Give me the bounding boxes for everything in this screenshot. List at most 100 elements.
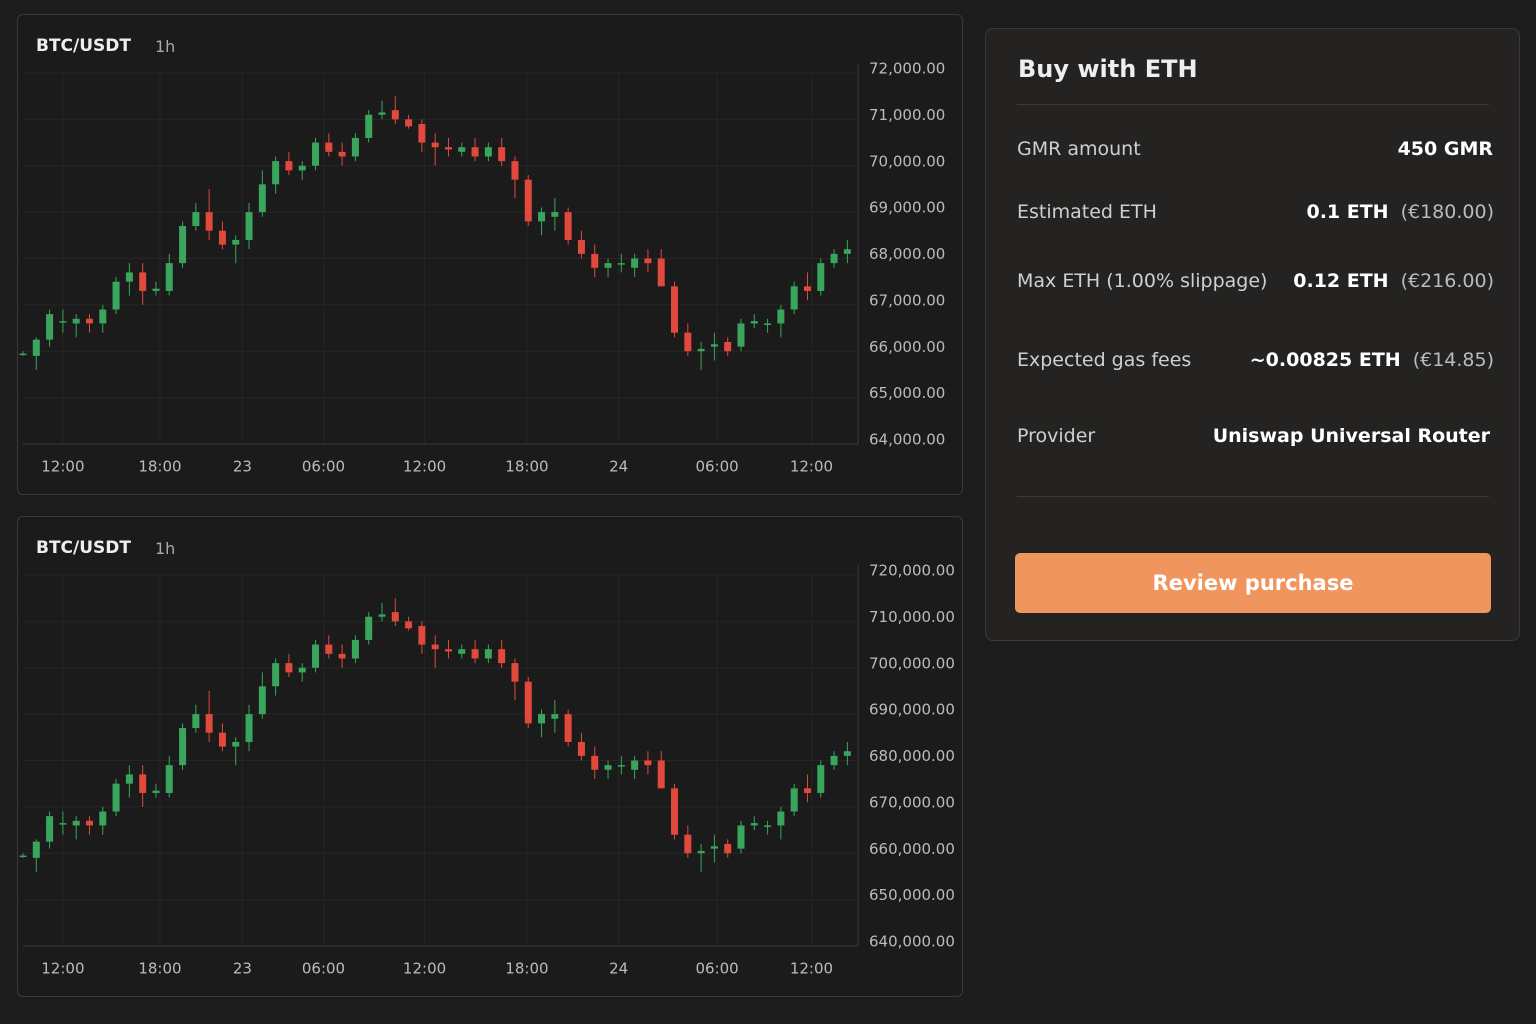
candle-body — [338, 653, 346, 659]
candle-body — [577, 741, 585, 756]
candle-body — [511, 161, 519, 180]
candle-body — [524, 681, 532, 724]
candle-body — [777, 309, 785, 324]
candle-body — [365, 616, 373, 640]
candle-body — [112, 281, 120, 310]
x-tick-label: 18:00 — [505, 458, 548, 476]
candle-body — [631, 258, 639, 268]
row-label: GMR amount — [1017, 138, 1141, 160]
x-tick-label: 12:00 — [790, 960, 833, 978]
row-fiat: (€180.00) — [1400, 201, 1494, 223]
y-tick-label: 660,000.00 — [869, 840, 955, 858]
chart: 640,000.00 650,000.00 660,000.00 670,000.00… — [19, 562, 955, 978]
row-fiat: (€216.00) — [1400, 270, 1494, 292]
candle-body — [551, 212, 559, 217]
row-value: Uniswap Universal Router — [1212, 425, 1490, 447]
x-tick-label: 12:00 — [41, 960, 84, 978]
candle-body — [351, 137, 359, 157]
candle-body — [85, 820, 93, 826]
candle-body — [724, 341, 732, 352]
x-tick-label: 06:00 — [302, 960, 345, 978]
candle-body — [577, 239, 585, 254]
y-tick-label: 720,000.00 — [869, 562, 955, 580]
row-value: 0.1 ETH — [1306, 201, 1389, 223]
candle-body — [258, 184, 266, 213]
candle-body — [99, 309, 107, 324]
candle-body — [803, 788, 811, 793]
candle-body — [484, 147, 492, 157]
candle-body — [152, 790, 160, 793]
candle-body — [325, 142, 333, 152]
candle-body — [298, 165, 306, 171]
x-tick-label: 12:00 — [41, 458, 84, 476]
candle-body — [232, 239, 240, 245]
row-value: 450 GMR — [1397, 138, 1493, 160]
chart-panel: 64,000.00 65,000.00 66,000.00 67,000.00 68,0… — [17, 14, 963, 495]
candle-body — [125, 774, 133, 784]
chart-interval[interactable]: 1h — [155, 37, 176, 56]
candle-body — [165, 263, 173, 291]
row-label: Max ETH (1.00% slippage) — [1017, 270, 1268, 292]
candle-body — [444, 147, 452, 150]
candle-body — [631, 760, 639, 770]
chart-interval[interactable]: 1h — [155, 539, 176, 558]
candle-body — [218, 230, 226, 245]
candle-body — [511, 663, 519, 682]
review-button[interactable]: Review purchase — [1015, 553, 1491, 613]
y-tick-label: 690,000.00 — [869, 701, 955, 719]
candle-body — [644, 760, 652, 766]
candle-body — [657, 258, 665, 287]
chart-panel: 640,000.00 650,000.00 660,000.00 670,000.00… — [17, 516, 963, 997]
candle-body — [298, 667, 306, 673]
candle-body — [232, 741, 240, 747]
y-tick-label: 650,000.00 — [869, 886, 955, 904]
y-tick-label: 66,000.00 — [869, 338, 945, 356]
candle-body — [19, 855, 27, 858]
candle-body — [710, 344, 718, 347]
y-tick-label: 710,000.00 — [869, 608, 955, 626]
candle-body — [538, 212, 546, 222]
candle-body — [458, 649, 466, 654]
divider — [1017, 104, 1489, 105]
row-value: ~0.00825 ETH — [1249, 349, 1401, 371]
candle-body — [830, 253, 838, 264]
y-tick-label: 670,000.00 — [869, 793, 955, 811]
candle-body — [72, 820, 80, 826]
candle-body — [764, 323, 772, 325]
x-tick-label: 24 — [609, 458, 628, 476]
purchase-panel: Buy with ETH GMR amount 450 GMR Estimated… — [985, 28, 1520, 641]
candle-body — [59, 321, 67, 323]
y-tick-label: 71,000.00 — [869, 106, 945, 124]
y-tick-label: 72,000.00 — [869, 60, 945, 78]
row: Estimated ETH 0.1 ETH (€180.00) — [1017, 201, 1494, 223]
x-tick-label: 18:00 — [138, 458, 181, 476]
candle-body — [684, 834, 692, 854]
x-tick-label: 06:00 — [695, 458, 738, 476]
candle-body — [591, 253, 599, 268]
x-tick-label: 24 — [609, 960, 628, 978]
candle-body — [444, 649, 452, 652]
candle-body — [378, 614, 386, 617]
candle-body — [764, 825, 772, 827]
candle-body — [431, 644, 439, 650]
chart: 64,000.00 65,000.00 66,000.00 67,000.00 68,0… — [19, 60, 945, 476]
candle-body — [192, 212, 200, 227]
candle-body — [750, 823, 758, 826]
candle-body — [312, 142, 320, 166]
candle-body — [325, 644, 333, 654]
candle-body — [697, 348, 705, 352]
candle-body — [32, 841, 40, 858]
y-tick-label: 67,000.00 — [869, 291, 945, 309]
y-tick-label: 70,000.00 — [869, 152, 945, 170]
candle-body — [59, 823, 67, 825]
row-fiat: (€14.85) — [1412, 349, 1494, 371]
candle-body — [564, 714, 572, 742]
candle-body — [19, 353, 27, 356]
candle-body — [85, 318, 93, 324]
row: GMR amount 450 GMR — [1017, 138, 1495, 160]
panel-title: Buy with ETH — [1018, 55, 1198, 83]
candle-body — [179, 728, 187, 766]
candle-body — [803, 286, 811, 291]
y-tick-label: 680,000.00 — [869, 747, 955, 765]
candle-body — [32, 339, 40, 356]
